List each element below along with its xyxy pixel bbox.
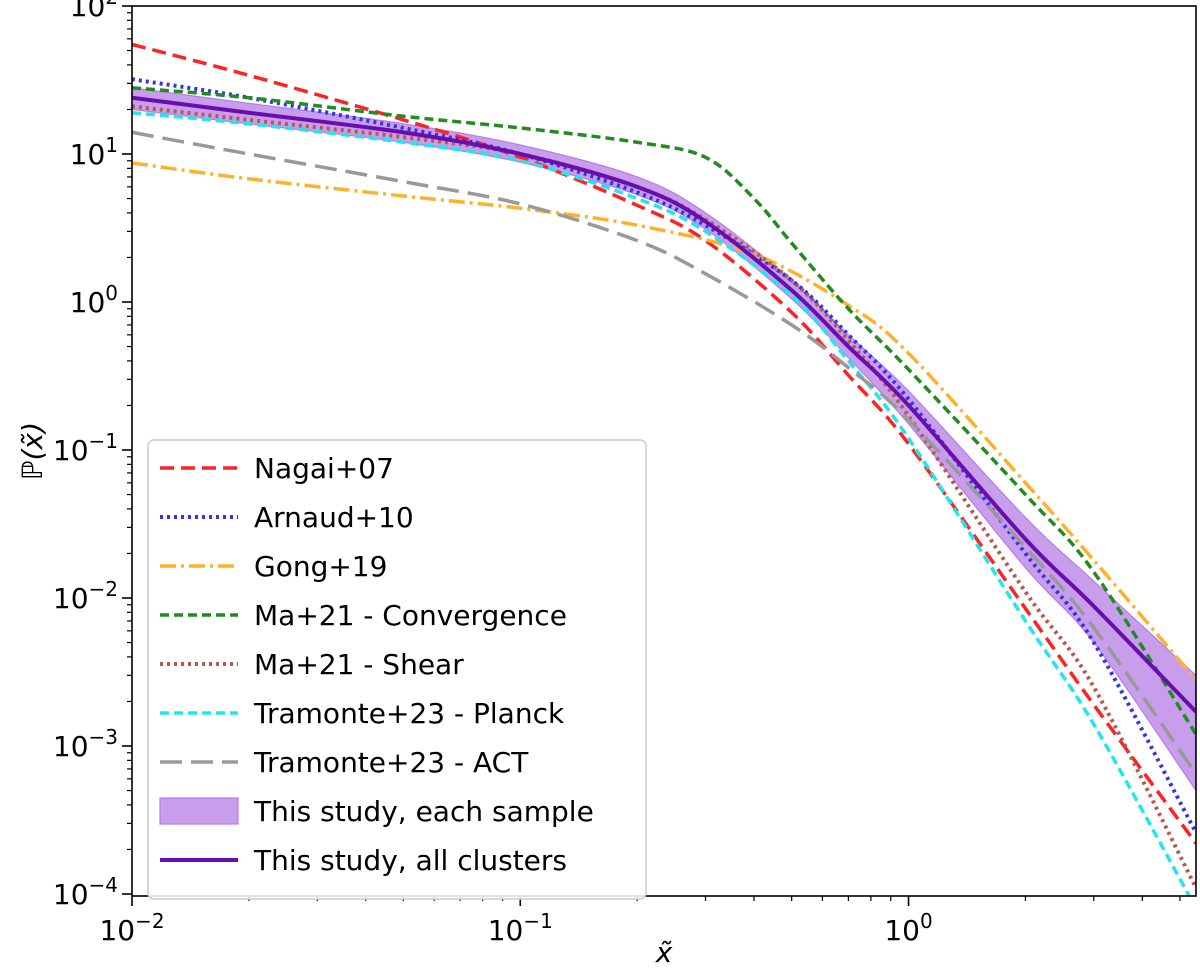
legend-label: Ma+21 - Shear xyxy=(254,648,464,681)
ticks-layer: 10−2 10−1 100 10−4 10−3 10−2 10−1 100 101 102 xyxy=(53,0,1181,947)
legend-label: Ma+21 - Convergence xyxy=(254,599,567,632)
y-axis-label: ℙ(x̃) xyxy=(16,422,49,480)
legend-label: This study, all clusters xyxy=(253,844,567,877)
legend-label: Gong+19 xyxy=(254,550,387,583)
y-tick-label: 10−1 xyxy=(53,429,118,467)
y-tick-label: 101 xyxy=(70,133,118,171)
x-tick-label: 100 xyxy=(884,909,932,947)
legend-label: Tramonte+23 - ACT xyxy=(253,746,529,779)
legend: Nagai+07 Arnaud+10 Gong+19 Ma+21 - Converge… xyxy=(147,439,647,900)
legend-box xyxy=(147,439,647,900)
x-tick-label: 10−2 xyxy=(99,909,164,947)
x-tick-label: 10−1 xyxy=(488,909,553,947)
legend-label: Arnaud+10 xyxy=(254,501,414,534)
legend-label: Nagai+07 xyxy=(254,452,394,485)
y-tick-label: 10−4 xyxy=(53,873,118,911)
series-line-nagai-07 xyxy=(132,42,1196,845)
legend-label: This study, each sample xyxy=(253,795,594,828)
series-line-ma-21-convergence xyxy=(132,86,1196,736)
y-tick-label: 102 xyxy=(70,0,118,23)
plot-frame xyxy=(131,5,1197,897)
x-axis-label: x̃ xyxy=(655,936,673,969)
series-line-ma-21-shear xyxy=(132,104,1196,889)
series-line-tramonte-23-act xyxy=(132,130,1196,775)
y-tick-label: 100 xyxy=(70,281,118,319)
series-layer xyxy=(132,42,1196,896)
series-line-arnaud-10 xyxy=(132,77,1196,834)
series-line-this-study-all-clusters xyxy=(132,95,1196,714)
y-tick-label: 10−3 xyxy=(53,725,118,763)
legend-swatch-band xyxy=(159,797,239,825)
series-line-tramonte-23-planck xyxy=(132,110,1192,896)
legend-label: Tramonte+23 - Planck xyxy=(253,697,565,730)
y-tick-label: 10−2 xyxy=(53,577,118,615)
